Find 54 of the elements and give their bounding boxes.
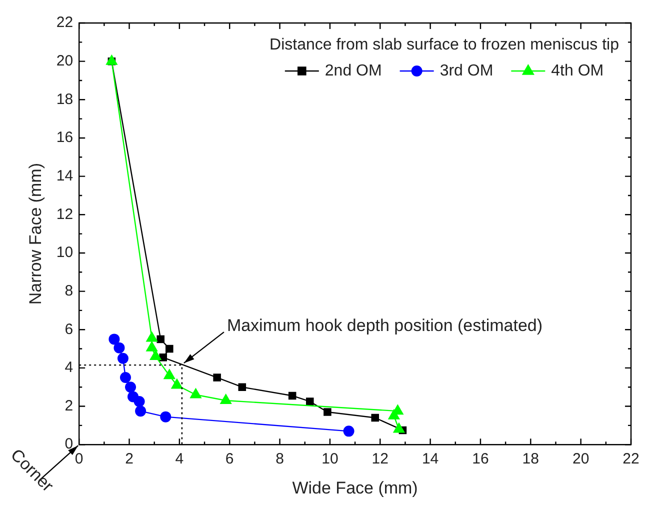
- x-tick-label: 10: [322, 450, 338, 468]
- x-tick-label: 6: [225, 450, 234, 468]
- x-tick-label: 2: [125, 450, 134, 468]
- point: [117, 352, 128, 364]
- y-axis-title: Narrow Face (mm): [26, 162, 45, 305]
- point: [288, 392, 296, 400]
- legend-label: 2nd OM: [324, 62, 382, 80]
- legend-label: 4th OM: [551, 62, 604, 80]
- y-tick-label: 8: [64, 282, 74, 300]
- y-tick-label: 4: [64, 359, 74, 376]
- y-tick-label: 10: [56, 244, 74, 262]
- annotation: Maximum hook depth position (estimated): [226, 316, 543, 335]
- legend-label: 3rd OM: [440, 62, 494, 80]
- point: [146, 331, 158, 342]
- x-tick-label: 20: [572, 450, 590, 468]
- point: [120, 372, 131, 384]
- x-tick-label: 4: [175, 450, 184, 468]
- point: [392, 422, 406, 433]
- point: [166, 344, 174, 353]
- point: [156, 335, 165, 344]
- point: [343, 426, 354, 437]
- x-tick-label: 16: [472, 450, 489, 468]
- x-tick-label: 12: [372, 450, 388, 468]
- y-tick-label: 6: [64, 320, 74, 338]
- point: [114, 342, 125, 354]
- point: [220, 394, 232, 404]
- y-tick-label: 12: [56, 206, 74, 223]
- point: [371, 414, 379, 422]
- y-tick-label: 16: [56, 129, 74, 146]
- y-tick-label: 2: [64, 397, 74, 414]
- point: [134, 396, 145, 407]
- y-tick-label: 22: [56, 14, 74, 32]
- legend-title: Distance from slab surface to frozen meniscus tip: [270, 36, 620, 54]
- point: [388, 408, 400, 420]
- y-tick-label: 0: [64, 436, 74, 453]
- x-axis-title: Wide Face (mm): [292, 478, 418, 498]
- point: [190, 388, 202, 398]
- y-tick-label: 20: [56, 52, 74, 70]
- point: [160, 411, 172, 422]
- point: [306, 398, 314, 406]
- x-tick-label: 14: [422, 450, 439, 468]
- point: [238, 383, 246, 391]
- point: [108, 334, 120, 345]
- x-tick-label: 22: [622, 450, 640, 468]
- y-tick-label: 14: [56, 167, 74, 184]
- point: [213, 374, 221, 382]
- point: [125, 382, 136, 393]
- point: [170, 378, 183, 389]
- y-tick-label: 18: [56, 90, 74, 108]
- x-tick-label: 8: [276, 450, 284, 468]
- point: [324, 408, 332, 416]
- point: [135, 406, 146, 417]
- point: [163, 368, 176, 380]
- x-tick-label: 18: [522, 450, 539, 468]
